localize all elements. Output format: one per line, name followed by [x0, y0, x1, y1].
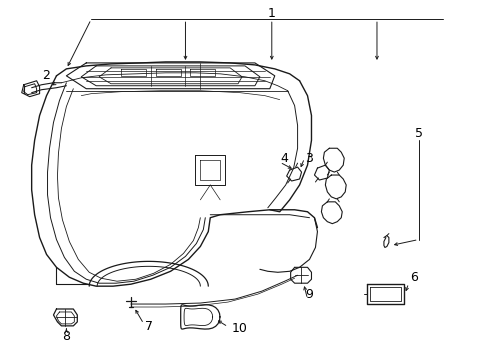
Text: 2: 2	[43, 69, 50, 82]
Text: 6: 6	[410, 271, 417, 284]
Text: 7: 7	[145, 320, 153, 333]
Text: 8: 8	[62, 330, 71, 343]
Text: 4: 4	[281, 152, 289, 165]
Text: 9: 9	[306, 288, 314, 301]
Text: 3: 3	[306, 152, 314, 165]
Text: 10: 10	[232, 322, 248, 336]
Text: 5: 5	[415, 127, 423, 140]
Text: 1: 1	[268, 7, 276, 20]
